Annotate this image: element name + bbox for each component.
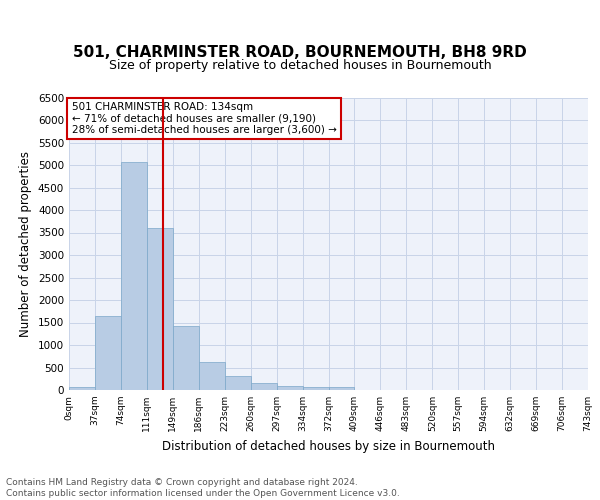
Bar — [302, 387, 329, 390]
Bar — [277, 386, 302, 390]
Bar — [147, 228, 173, 390]
Text: Size of property relative to detached houses in Bournemouth: Size of property relative to detached ho… — [109, 60, 491, 72]
Bar — [69, 386, 95, 390]
Bar — [225, 376, 251, 390]
Bar — [251, 383, 277, 390]
Text: Contains HM Land Registry data © Crown copyright and database right 2024.
Contai: Contains HM Land Registry data © Crown c… — [6, 478, 400, 498]
Bar — [95, 316, 121, 390]
Bar — [121, 162, 147, 390]
Bar — [329, 387, 355, 390]
Bar — [199, 362, 224, 390]
Y-axis label: Number of detached properties: Number of detached properties — [19, 151, 32, 337]
Bar — [173, 326, 199, 390]
Text: 501 CHARMINSTER ROAD: 134sqm
← 71% of detached houses are smaller (9,190)
28% of: 501 CHARMINSTER ROAD: 134sqm ← 71% of de… — [71, 102, 337, 135]
X-axis label: Distribution of detached houses by size in Bournemouth: Distribution of detached houses by size … — [162, 440, 495, 452]
Text: 501, CHARMINSTER ROAD, BOURNEMOUTH, BH8 9RD: 501, CHARMINSTER ROAD, BOURNEMOUTH, BH8 … — [73, 45, 527, 60]
